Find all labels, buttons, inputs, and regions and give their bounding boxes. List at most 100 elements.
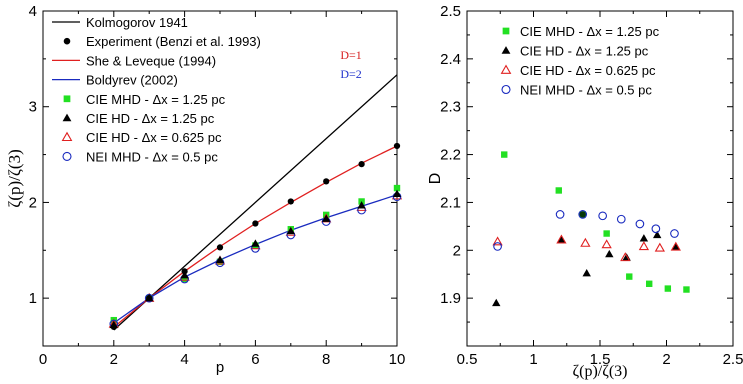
data-point (579, 211, 586, 218)
legend-marker-swatch (62, 113, 72, 122)
y-tick-label: 2.4 (440, 51, 461, 68)
legend-marker-swatch (63, 37, 71, 45)
y-tick-label: 2.5 (440, 3, 461, 20)
series-line (113, 74, 398, 331)
data-point (252, 220, 259, 227)
y-tick-label: 4 (29, 3, 37, 20)
data-point (646, 280, 653, 287)
legend-label: CIE HD - Δx = 1.25 pc (86, 111, 215, 126)
x-tick-label: 2.5 (723, 351, 743, 368)
data-point (286, 226, 295, 235)
data-point (357, 201, 366, 209)
legend-label: Boldyrev (2002) (86, 73, 178, 88)
x-tick-label: 0.5 (457, 351, 478, 368)
x-tick-label: 1 (529, 351, 537, 368)
data-point (671, 242, 681, 250)
data-point (393, 184, 401, 192)
data-point (555, 210, 565, 219)
data-point (492, 236, 503, 246)
y-axis-label: ζ(p)/ζ(3) (5, 149, 24, 207)
data-point (556, 234, 567, 244)
x-tick-label: 10 (389, 351, 406, 368)
legend-marker-swatch (61, 131, 73, 142)
data-point (580, 237, 591, 247)
right-panel: 0.5 1 1.5 2 2.5 1.9 2 2.1 2.2 2.3 2.4 2.5 ζ(p)/ζ(3) D… (427, 3, 743, 380)
data-point (180, 270, 189, 279)
data-point (322, 214, 331, 222)
data-point (358, 161, 365, 168)
y-tick-label: 2.2 (440, 147, 461, 164)
legend-label: NEI MHD - Δx = 0.5 pc (520, 83, 652, 98)
x-tick-label: 2 (662, 351, 670, 368)
x-tick-label: 1.5 (590, 351, 611, 368)
data-point (555, 187, 562, 194)
legend-label: Experiment (Benzi et al. 1993) (86, 34, 261, 49)
legend: CIE MHD - Δx = 1.25 pc CIE HD - Δx = 1.25… (500, 24, 660, 98)
data-point (598, 211, 608, 221)
y-tick-label: 1 (29, 290, 37, 307)
data-point (605, 249, 614, 258)
series-line (113, 194, 398, 324)
data-point (639, 234, 649, 242)
legend-label: Kolmogorov 1941 (86, 15, 188, 30)
data-point (664, 285, 672, 292)
x-tick-label: 4 (180, 351, 188, 368)
data-point (582, 269, 591, 277)
dimension-annotation: D=1 (340, 48, 361, 62)
legend-label: CIE HD - Δx = 1.25 pc (520, 44, 649, 59)
data-point (557, 235, 566, 243)
x-axis-label: ζ(p)/ζ(3) (572, 363, 627, 380)
data-point (683, 286, 690, 293)
x-tick-label: 6 (251, 351, 259, 368)
data-point (603, 230, 610, 237)
data-point (146, 295, 153, 302)
legend-label: CIE MHD - Δx = 1.25 pc (520, 24, 660, 39)
data-point (670, 229, 679, 238)
x-tick-label: 8 (322, 351, 330, 368)
legend-marker-swatch (501, 46, 511, 54)
x-tick-label: 2 (110, 351, 118, 368)
legend: Kolmogorov 1941 Experiment (Benzi et al. … (52, 15, 261, 164)
data-point (392, 189, 402, 197)
legend-marker-swatch (502, 27, 510, 35)
data-point (492, 298, 501, 307)
series-line (113, 145, 398, 328)
x-tick-label: 0 (39, 351, 47, 368)
data-point (393, 142, 401, 150)
legend-marker-swatch (63, 95, 71, 103)
data-point (493, 242, 502, 251)
data-point (651, 224, 661, 234)
data-point (635, 219, 645, 229)
y-tick-label: 3 (29, 99, 37, 116)
data-point (215, 255, 225, 264)
y-tick-label: 2.3 (440, 99, 461, 116)
plot-frame (466, 10, 734, 347)
data-point (501, 151, 508, 158)
data-point (181, 275, 188, 283)
legend-label: CIE HD - Δx = 0.625 pc (520, 63, 656, 78)
data-point (670, 241, 681, 251)
legend-marker-swatch (62, 151, 72, 161)
data-point (110, 323, 117, 330)
data-point (578, 210, 588, 219)
legend-label: She & Leveque (1994) (86, 53, 216, 68)
data-point (620, 252, 631, 262)
data-point (654, 242, 665, 252)
y-tick-label: 2 (29, 194, 37, 211)
y-tick-label: 2.1 (440, 194, 461, 211)
y-tick-label: 1.9 (440, 290, 461, 307)
data-point (287, 198, 294, 205)
legend-label: CIE MHD - Δx = 1.25 pc (86, 92, 226, 107)
data-point (616, 214, 626, 224)
data-point (181, 268, 188, 275)
x-axis-label: p (216, 359, 224, 376)
y-axis-label: D (427, 173, 444, 185)
legend-marker-swatch (500, 64, 512, 74)
data-point (216, 244, 224, 251)
data-point (638, 241, 650, 251)
y-tick-label: 2 (453, 242, 461, 259)
legend-label: NEI MHD - Δx = 0.5 pc (86, 149, 218, 164)
data-point (652, 230, 662, 239)
